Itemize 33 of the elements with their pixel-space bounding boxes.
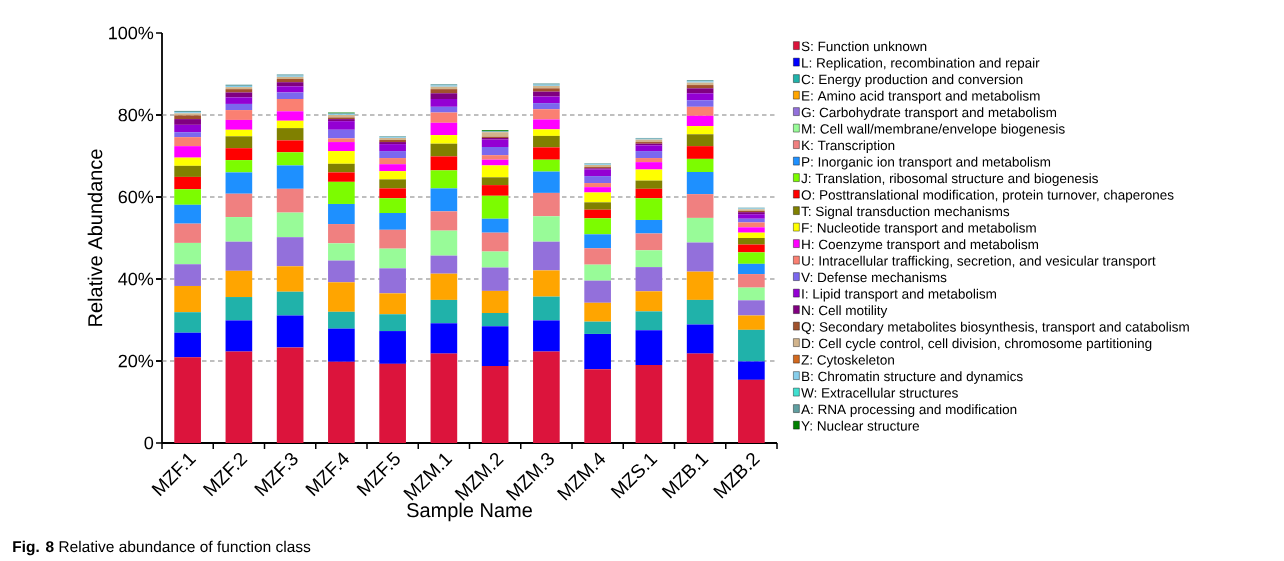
y-tick-label: 40% xyxy=(118,272,154,286)
legend-label: K: Transcription xyxy=(802,140,895,153)
legend-label: O: Posttranslational modification, protein turnover, chaperones xyxy=(801,189,1174,203)
y-tick-label: 0 xyxy=(144,436,154,450)
text: Fig. 8 Relative abundance of function class xyxy=(13,540,311,556)
legend-label: Z: Cytoskeleton xyxy=(801,354,894,368)
y-tick-label: 20% xyxy=(118,354,154,368)
legend-label: E: Amino acid transport and metabolism xyxy=(802,90,1040,104)
legend-label: F: Nucleotide transport and metabolism xyxy=(802,222,1036,236)
y-tick-label: 60% xyxy=(118,190,154,204)
legend-label: I: Lipid transport and metabolism xyxy=(802,288,997,302)
legend-label: J: Translation, ribosomal structure and biogenesis xyxy=(801,173,1098,186)
legend-label: A: RNA processing and modification xyxy=(801,404,1017,417)
legend-label: G: Carbohydrate transport and metabolism xyxy=(801,107,1057,120)
legend-label: W: Extracellular structures xyxy=(801,387,958,398)
legend-label: V: Defense mechanisms xyxy=(801,272,947,283)
legend-label: L: Replication, recombination and repair xyxy=(802,57,1040,71)
x-axis-title: Sample Name xyxy=(407,502,532,522)
legend-label: C: Energy production and conversion xyxy=(801,74,1023,87)
legend-label: T: Signal transduction mechanisms xyxy=(801,206,1010,219)
legend-label: B: Chromatin structure and dynamics xyxy=(802,371,1023,384)
y-tick-label: 100% xyxy=(109,26,154,40)
legend-label: P: Inorganic ion transport and metabolism xyxy=(802,156,1051,170)
legend-label: M: Cell wall/membrane/envelope biogenesis xyxy=(802,123,1065,137)
y-axis-title: Relative Abundance xyxy=(87,149,103,326)
legend-label: U: Intracellular trafficking, secretion, and vesicular transport xyxy=(802,255,1156,269)
legend-label: H: Coenzyme transport and metabolism xyxy=(802,239,1038,252)
legend-label: D: Cell cycle control, cell division, chromosome partitioning xyxy=(802,338,1152,351)
legend-label: S: Function unknown xyxy=(801,41,927,52)
legend-label: N: Cell motility xyxy=(802,305,888,318)
legend-label: Y: Nuclear structure xyxy=(801,420,919,431)
legend-label: Q: Secondary metabolites biosynthesis, transport and catabolism xyxy=(801,321,1189,335)
y-tick-label: 80% xyxy=(118,108,154,122)
